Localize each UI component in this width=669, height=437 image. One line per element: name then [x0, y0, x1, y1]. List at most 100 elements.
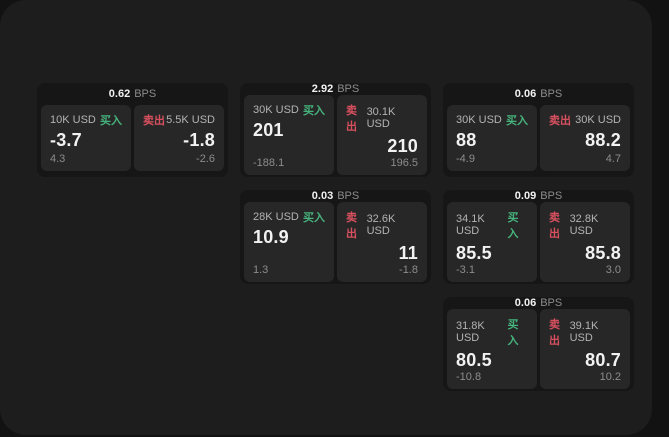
quote-panels: 30K USD 买入 201 -188.1 卖出 30.1K USD 210 1…	[240, 95, 431, 181]
bps-unit-label: BPS	[134, 88, 157, 100]
buy-panel-header: 28K USD 买入	[253, 209, 325, 225]
sell-panel-header: 卖出 30.1K USD	[346, 102, 418, 134]
quote-panels: 10K USD 买入 -3.7 4.3 卖出 5.5K USD -1.8 -2.…	[37, 105, 228, 177]
buy-label: 买入	[507, 319, 519, 347]
buy-price: 85.5	[456, 243, 492, 263]
sell-panel[interactable]: 卖出 30.1K USD 210 196.5	[337, 95, 427, 175]
buy-label: 买入	[303, 212, 325, 224]
buy-delta: -10.8	[456, 370, 482, 383]
sell-panel-header: 卖出 30K USD	[549, 112, 621, 128]
card-header: 0.09 BPS	[443, 190, 634, 202]
bps-unit-label: BPS	[540, 190, 563, 202]
sell-label: 卖出	[549, 212, 560, 240]
sell-label: 卖出	[549, 319, 560, 347]
buy-panel-header: 34.1K USD 买入	[456, 209, 528, 241]
sell-price: 11	[398, 243, 418, 263]
buy-panel[interactable]: 30K USD 买入 201 -188.1	[244, 95, 334, 175]
card-header: 0.06 BPS	[443, 297, 634, 309]
buy-price: 201	[253, 120, 284, 140]
quote-card: 2.92 BPS 30K USD 买入 201 -188.1 卖出 30.1K …	[240, 83, 431, 177]
buy-amount: 30K USD	[456, 114, 502, 126]
buy-panel-header: 30K USD 买入	[456, 112, 528, 128]
buy-panel[interactable]: 10K USD 买入 -3.7 4.3	[41, 105, 131, 171]
card-header: 2.92 BPS	[240, 83, 431, 95]
sell-panel[interactable]: 卖出 32.8K USD 85.8 3.0	[540, 202, 630, 282]
card-grid: 0.62 BPS 10K USD 买入 -3.7 4.3 卖出 5.5K USD…	[37, 83, 634, 391]
buy-price: -3.7	[50, 130, 82, 150]
sell-panel[interactable]: 卖出 30K USD 88.2 4.7	[540, 105, 630, 171]
sell-panel-header: 卖出 39.1K USD	[549, 316, 621, 348]
sell-amount: 32.6K USD	[366, 213, 396, 237]
sell-panel-header: 卖出 32.8K USD	[549, 209, 621, 241]
sell-label: 卖出	[549, 115, 571, 127]
sell-amount: 39.1K USD	[569, 320, 599, 344]
buy-panel[interactable]: 30K USD 买入 88 -4.9	[447, 105, 537, 171]
buy-label: 买入	[506, 115, 528, 127]
buy-delta: 1.3	[253, 263, 269, 276]
quote-panels: 31.8K USD 买入 80.5 -10.8 卖出 39.1K USD 80.…	[443, 309, 634, 395]
sell-amount: 5.5K USD	[166, 114, 215, 126]
buy-panel-header: 10K USD 买入	[50, 112, 122, 128]
buy-price: 88	[456, 130, 477, 150]
bps-unit-label: BPS	[337, 190, 360, 202]
sell-panel[interactable]: 卖出 39.1K USD 80.7 10.2	[540, 309, 630, 389]
sell-delta: 196.5	[390, 156, 418, 169]
app-window: 0.62 BPS 10K USD 买入 -3.7 4.3 卖出 5.5K USD…	[0, 0, 652, 435]
bps-value: 0.62	[108, 88, 131, 100]
bps-value: 0.06	[514, 88, 537, 100]
card-header: 0.62 BPS	[37, 83, 228, 105]
sell-delta: 4.7	[605, 153, 621, 165]
buy-delta: -188.1	[253, 156, 285, 169]
buy-price: 10.9	[253, 227, 289, 247]
buy-price: 80.5	[456, 350, 492, 370]
sell-amount: 32.8K USD	[569, 213, 599, 237]
sell-delta: -1.8	[399, 263, 418, 276]
card-header: 0.06 BPS	[443, 83, 634, 105]
sell-panel-header: 卖出 5.5K USD	[143, 112, 215, 128]
buy-amount: 10K USD	[50, 114, 96, 126]
sell-label: 卖出	[143, 115, 165, 127]
buy-delta: -3.1	[456, 263, 475, 276]
bps-value: 0.06	[514, 297, 537, 309]
quote-panels: 30K USD 买入 88 -4.9 卖出 30K USD 88.2 4.7	[443, 105, 634, 177]
sell-delta: -2.6	[196, 153, 215, 165]
bps-unit-label: BPS	[540, 88, 563, 100]
quote-card: 0.03 BPS 28K USD 买入 10.9 1.3 卖出 32.6K US…	[240, 190, 431, 284]
bps-unit-label: BPS	[540, 297, 563, 309]
buy-panel[interactable]: 28K USD 买入 10.9 1.3	[244, 202, 334, 282]
sell-delta: 3.0	[605, 263, 621, 276]
sell-panel[interactable]: 卖出 5.5K USD -1.8 -2.6	[134, 105, 224, 171]
sell-price: 85.8	[585, 243, 621, 263]
buy-amount: 30K USD	[253, 104, 299, 116]
bps-value: 0.03	[311, 190, 334, 202]
sell-price: 88.2	[585, 130, 621, 150]
bps-value: 0.09	[514, 190, 537, 202]
quote-card: 0.06 BPS 30K USD 买入 88 -4.9 卖出 30K USD 8…	[443, 83, 634, 177]
buy-panel[interactable]: 31.8K USD 买入 80.5 -10.8	[447, 309, 537, 389]
sell-amount: 30.1K USD	[366, 106, 396, 130]
quote-card: 0.62 BPS 10K USD 买入 -3.7 4.3 卖出 5.5K USD…	[37, 83, 228, 177]
sell-label: 卖出	[346, 212, 357, 240]
sell-delta: 10.2	[599, 370, 621, 383]
buy-amount: 31.8K USD	[456, 320, 485, 344]
buy-amount: 34.1K USD	[456, 213, 485, 237]
buy-label: 买入	[100, 115, 122, 127]
buy-delta: -4.9	[456, 153, 475, 165]
sell-label: 卖出	[346, 105, 357, 133]
sell-panel-header: 卖出 32.6K USD	[346, 209, 418, 241]
buy-panel[interactable]: 34.1K USD 买入 85.5 -3.1	[447, 202, 537, 282]
quote-panels: 34.1K USD 买入 85.5 -3.1 卖出 32.8K USD 85.8…	[443, 202, 634, 288]
sell-price: 210	[387, 136, 418, 156]
bps-unit-label: BPS	[337, 83, 360, 95]
buy-label: 买入	[507, 212, 519, 240]
sell-panel[interactable]: 卖出 32.6K USD 11 -1.8	[337, 202, 427, 282]
buy-amount: 28K USD	[253, 211, 299, 223]
quote-panels: 28K USD 买入 10.9 1.3 卖出 32.6K USD 11 -1.8	[240, 202, 431, 288]
card-header: 0.03 BPS	[240, 190, 431, 202]
buy-panel-header: 31.8K USD 买入	[456, 316, 528, 348]
buy-panel-header: 30K USD 买入	[253, 102, 325, 118]
quote-card: 0.09 BPS 34.1K USD 买入 85.5 -3.1 卖出 32.8K…	[443, 190, 634, 284]
bps-value: 2.92	[311, 83, 334, 95]
buy-label: 买入	[303, 105, 325, 117]
sell-price: 80.7	[585, 350, 621, 370]
